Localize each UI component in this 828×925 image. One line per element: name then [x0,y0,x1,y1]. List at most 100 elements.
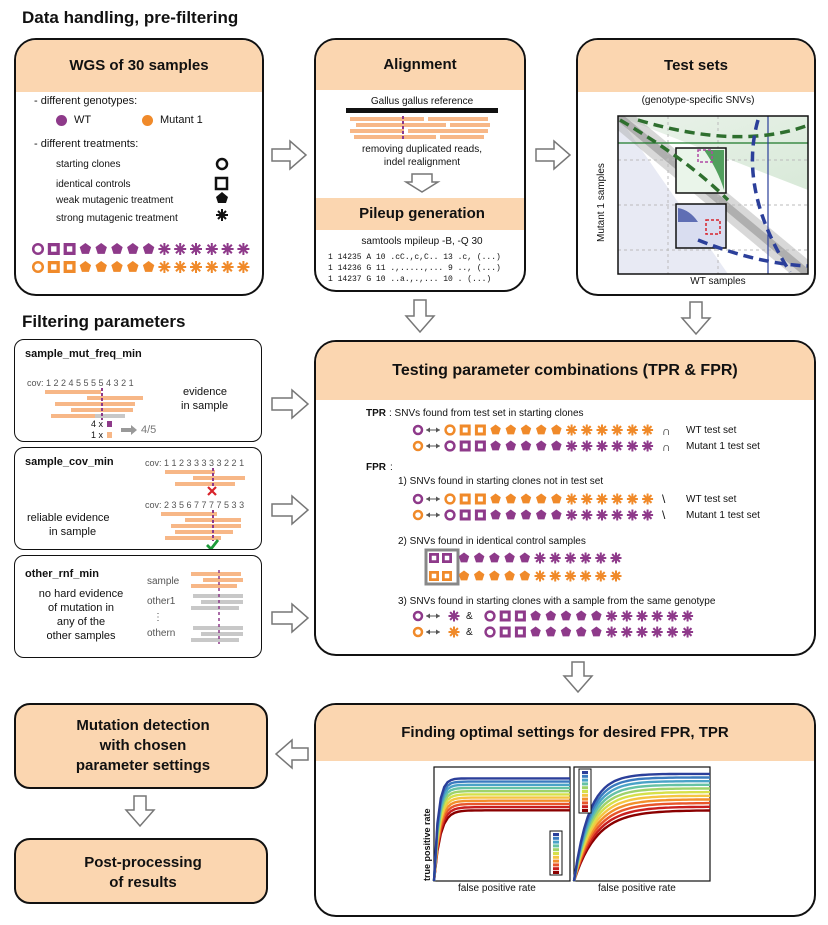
testsets-scatter [617,115,809,275]
weak-treatment-symbol [536,440,547,451]
strong-treatment-symbol [626,424,638,436]
param-rnf-reads [191,570,243,644]
arrow-wgs-alignment [271,139,308,171]
weak-treatment-symbol [520,424,532,435]
pileup-line-2: 1 14236 G 11 .,.....,... 9 .., (...) [328,264,501,273]
strong-treatment-symbol [581,493,593,505]
weak-treatment-symbol [79,243,92,254]
legend-swatch [582,790,588,793]
fpr-amp-2: & [466,627,473,638]
strong-treatment-symbol [448,626,460,638]
arrow-testing-optimal [562,661,594,694]
strong-treatment-symbol [595,570,607,582]
weak-treatment-symbol [536,493,547,504]
detection-line-2: with chosen [99,737,187,754]
weak-treatment-symbol [142,261,155,272]
weak-treatment-symbol [591,626,602,637]
param-mut-freq-evidence2: in sample [181,400,229,412]
param-box-mut-freq: sample_mut_freq_min cov: 1 2 2 4 5 5 5 5… [14,339,262,442]
optimal-title: Finding optimal settings for desired FPR… [316,705,814,761]
roc-curve [432,780,570,882]
weak-treatment-symbol [520,440,532,451]
strong-treatment-symbol [636,626,648,638]
param-rnf-sample: sample [147,576,180,587]
weak-treatment-symbol [536,509,547,520]
weak-treatment-symbol [489,552,500,563]
starting-clone-symbol [444,509,456,521]
strong-treatment-symbol [581,509,593,521]
weak-treatment-symbol [505,493,516,504]
legend-swatch [553,836,559,840]
starting-clone-symbol [31,242,45,256]
weak-treatment-symbol [474,570,485,581]
roc-curve [572,805,710,882]
detection-line-1: Mutation detection [76,717,210,734]
weak-treatment-symbol [560,610,572,621]
weak-treatment-symbol [576,626,587,637]
pileup-line-3: 1 14237 G 10 ..a.,.,... 10 . (...) [328,275,492,284]
weak-treatment-symbol [536,424,547,435]
weak-treatment-symbol [474,552,485,563]
starting-clone-symbol [412,626,424,638]
strong-treatment-symbol [595,552,607,564]
strong-treatment-symbol [174,261,187,273]
strong-treatment-symbol [534,570,546,582]
legend-swatch [553,852,559,855]
roc-curve [432,796,570,882]
strong-treatment-symbol [606,626,618,638]
tpr-desc: : SNVs found from test set in starting c… [389,408,584,419]
arrow-detection-post [124,795,156,828]
strong-treatment-symbol [636,610,648,622]
strong-treatment-symbol [642,509,654,521]
strong-treatment-symbol [666,610,678,622]
param-mut-freq-cov: cov: 1 2 2 4 5 5 5 5 4 3 2 1 [27,378,134,388]
reference-label: Gallus gallus reference [370,96,474,107]
testsets-subtitle: (genotype-specific SNVs) [641,95,755,106]
legend-swatch [553,848,559,852]
strong-treatment-symbol [611,493,623,505]
fpr-wt-test: WT test set [686,494,737,505]
strong-treatment-symbol [534,552,546,564]
removing-label: removing duplicated reads, [361,144,483,155]
weak-treatment-symbol [551,493,562,504]
indel-label: indel realignment [383,157,461,168]
roc-curve [572,787,710,882]
detection-line-3: parameter settings [75,757,211,774]
strong-treatment-symbol [190,243,202,255]
mutant-dot-icon [142,115,153,126]
detection-box: Mutation detection with chosen parameter… [14,703,268,789]
roc-curve [572,772,710,882]
legend-swatch [582,793,588,797]
weak-treatment-symbol [127,261,139,272]
legend-swatch [582,778,588,782]
alignment-box: Alignment Gallus gallus reference removi… [314,38,526,292]
legend-swatch [553,871,559,874]
strong-treatment-symbol [221,261,234,273]
legend-swatch [582,771,588,774]
fpr-item-3: 3) SNVs found in starting clones with a … [398,596,716,607]
strong-treatment-symbol [158,261,171,273]
legend-swatch [553,863,559,867]
strong-treatment-symbol [564,570,576,582]
strong-treatment-symbol [596,509,608,521]
legend-swatch [553,867,559,871]
weak-treatment-symbol [545,610,556,621]
arrow-p2-testing [271,494,310,526]
strong-treatment-symbol [666,626,678,638]
treatment-controls: identical controls [56,179,131,190]
roc-curve [572,790,710,882]
mutant-label: Mutant 1 [160,114,203,126]
arrow-alignment-testsets [535,139,572,171]
fpr-amp-1: & [466,611,473,622]
weak-treatment-symbol [490,440,501,451]
strong-treatment-symbol [596,493,608,505]
starting-clone-symbol [444,493,456,505]
strong-treatment-symbol [581,424,593,436]
legend-swatch [553,855,559,859]
strong-treatment-symbol [642,493,654,505]
roc-curve [572,776,710,882]
wt-label: WT [74,114,92,126]
param-rnf-t3: any of the [56,616,106,628]
weak-treatment-symbol [530,610,541,621]
treatment-strong: strong mutagenic treatment [56,213,178,224]
